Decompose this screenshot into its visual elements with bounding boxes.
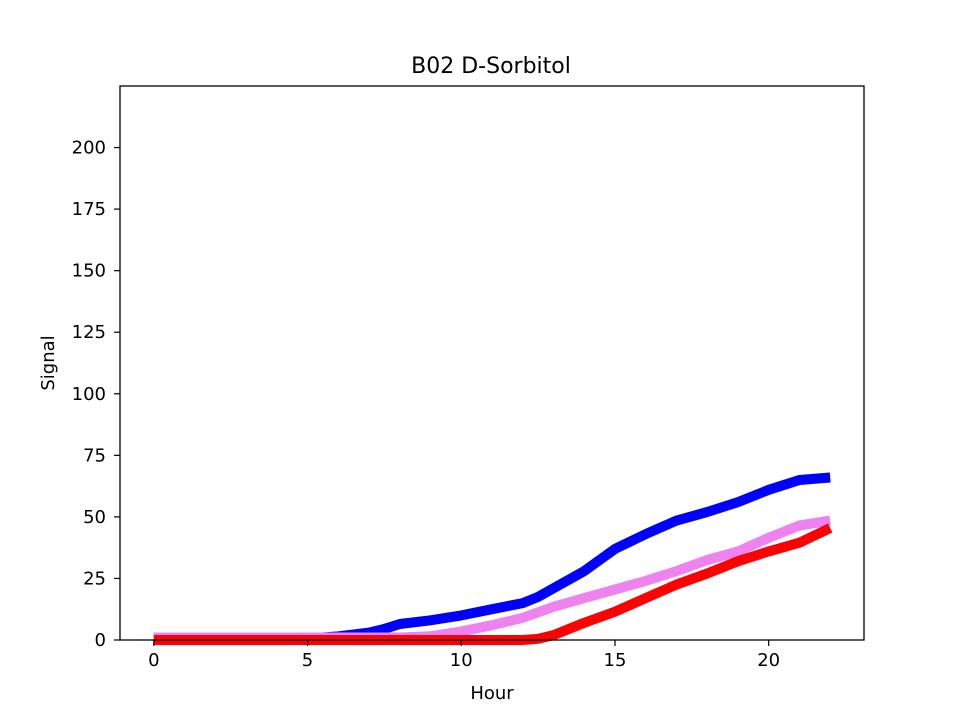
y-tick-label: 100 [72, 384, 106, 405]
x-tick-label: 5 [302, 650, 313, 671]
x-tick-label: 20 [757, 650, 780, 671]
x-axis-label: Hour [470, 683, 514, 704]
plot-frame [119, 85, 865, 641]
y-axis: 0 25 50 75 100 125 150 175 200 [72, 138, 120, 651]
chart-title: B02 D-Sorbitol [411, 54, 571, 79]
y-tick-label: 0 [95, 630, 106, 651]
y-tick-label: 175 [72, 199, 106, 220]
y-tick-label: 150 [72, 261, 106, 282]
y-axis-label: Signal [38, 335, 59, 390]
y-tick-label: 200 [72, 138, 106, 159]
x-axis: 0 5 10 15 20 [148, 640, 780, 671]
y-tick-label: 50 [83, 507, 106, 528]
y-tick-label: 25 [83, 568, 106, 589]
x-tick-label: 0 [148, 650, 159, 671]
series-line-2 [153, 515, 831, 643]
x-tick-label: 15 [604, 650, 627, 671]
y-tick-label: 75 [83, 445, 106, 466]
x-tick-label: 10 [450, 650, 473, 671]
series-layer [153, 472, 833, 645]
y-tick-label: 125 [72, 322, 106, 343]
